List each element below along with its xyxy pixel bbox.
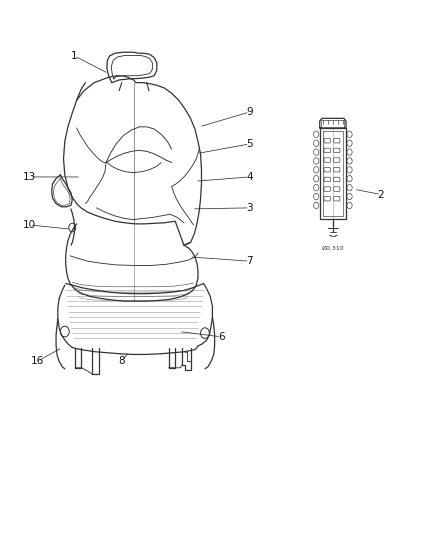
Text: 13: 13 xyxy=(23,172,36,182)
Text: Ø0.310: Ø0.310 xyxy=(321,246,344,251)
Text: 9: 9 xyxy=(246,107,253,117)
Text: 2: 2 xyxy=(378,190,385,199)
Text: 4: 4 xyxy=(246,172,253,182)
Text: 8: 8 xyxy=(118,357,125,366)
Text: 10: 10 xyxy=(23,220,36,230)
Text: 5: 5 xyxy=(246,139,253,149)
Text: 16: 16 xyxy=(31,357,44,366)
Text: 3: 3 xyxy=(246,203,253,213)
Text: 7: 7 xyxy=(246,256,253,266)
Text: 6: 6 xyxy=(218,332,225,342)
Text: 1: 1 xyxy=(71,51,78,61)
